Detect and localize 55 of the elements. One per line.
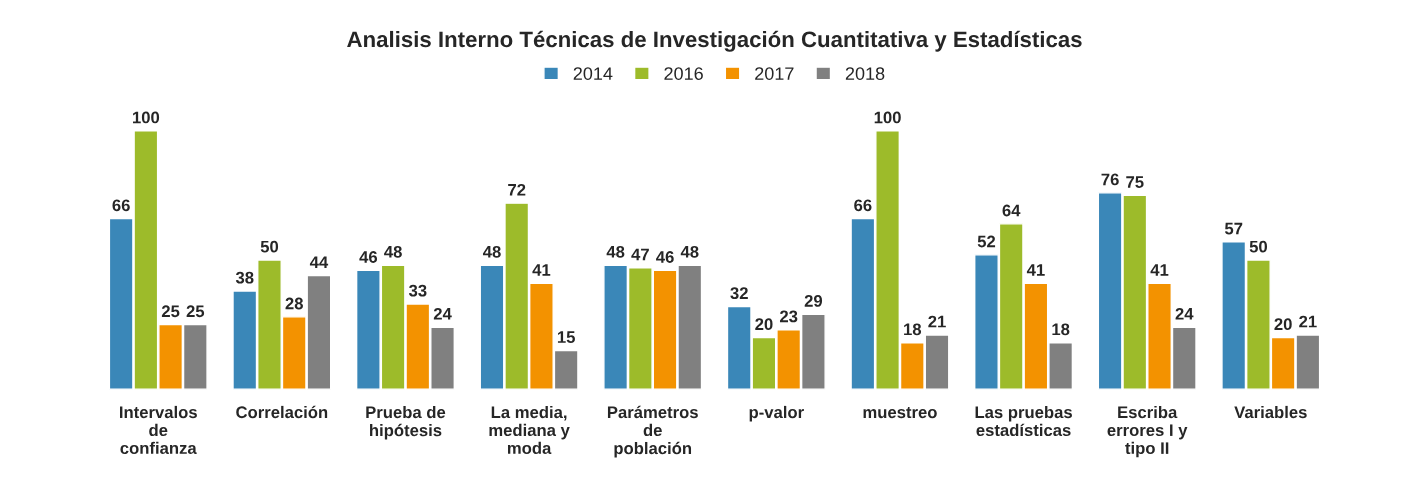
data-label: 47 [631,248,649,261]
data-label: 25 [161,305,180,318]
data-label: 24 [433,307,452,320]
data-label: 64 [1002,204,1021,217]
data-label: 57 [1224,222,1243,235]
data-label: 50 [260,240,279,253]
data-label: 48 [606,245,625,258]
data-label: 46 [656,251,674,263]
data-label: 21 [928,315,946,328]
x-tick-label: La media, mediana y moda [489,405,570,455]
data-label: 50 [1249,240,1268,253]
data-label: 15 [557,331,575,343]
x-tick-label: Prueba de hipótesis [366,405,446,440]
data-label: 66 [112,199,130,212]
data-label: 48 [384,245,402,258]
legend-label: 2014 [573,67,613,80]
data-label: 24 [1175,307,1194,320]
data-label: 52 [977,235,996,248]
data-label: 66 [854,199,872,212]
data-label: 75 [1126,176,1144,188]
x-tick-label: p-valor [749,405,804,422]
data-label: 41 [1150,264,1169,276]
x-tick-label: Escriba errores I y tipo II [1107,405,1188,458]
data-label: 41 [1026,264,1045,276]
x-tick-label: Variables [1234,405,1307,419]
x-tick-label: muestreo [863,407,937,419]
data-label: 33 [408,284,427,297]
data-label: 48 [482,245,501,258]
data-label: 46 [359,251,378,263]
data-label: 20 [1274,318,1292,331]
legend-label: 2016 [664,67,703,80]
x-tick-label: Parámetros de población [607,405,698,458]
data-label: 72 [508,183,526,196]
data-label: 41 [532,264,551,276]
data-label: 25 [186,305,205,318]
data-label: 76 [1101,173,1119,186]
data-label: 38 [235,271,254,284]
chart-title: Analisis Interno Técnicas de Investigación Cuantitativa y Estadísticas [347,30,1082,52]
x-tick-label: Las pruebas estadísticas [975,405,1072,437]
data-label: 21 [1299,315,1317,328]
legend-label: 2018 [845,67,885,80]
legend-label: 2017 [755,67,794,80]
data-label: 29 [804,295,823,307]
data-label: 20 [755,318,773,331]
data-label: 23 [779,310,798,323]
data-label: 100 [874,111,901,124]
data-label: 44 [309,256,329,268]
data-label: 18 [1052,323,1070,336]
data-label: 32 [730,287,748,300]
data-label: 48 [680,245,699,258]
data-label: 100 [133,111,160,124]
data-label: 28 [285,297,303,310]
data-label: 18 [904,323,922,336]
x-tick-label: Correlación [236,405,328,419]
x-tick-label: Intervalos de confianza [119,405,197,455]
